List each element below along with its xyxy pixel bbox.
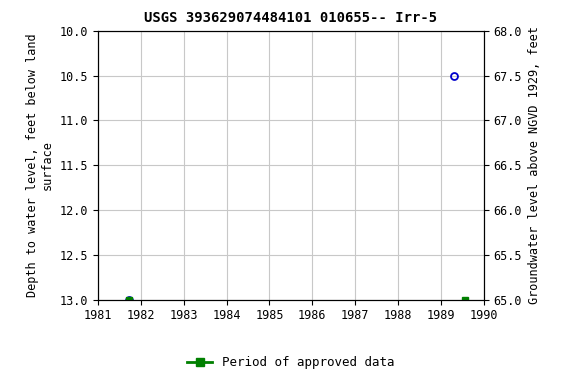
Title: USGS 393629074484101 010655-- Irr-5: USGS 393629074484101 010655-- Irr-5 [145,12,437,25]
Y-axis label: Depth to water level, feet below land
surface: Depth to water level, feet below land su… [26,33,54,297]
Legend: Period of approved data: Period of approved data [182,351,400,374]
Y-axis label: Groundwater level above NGVD 1929, feet: Groundwater level above NGVD 1929, feet [528,26,541,304]
